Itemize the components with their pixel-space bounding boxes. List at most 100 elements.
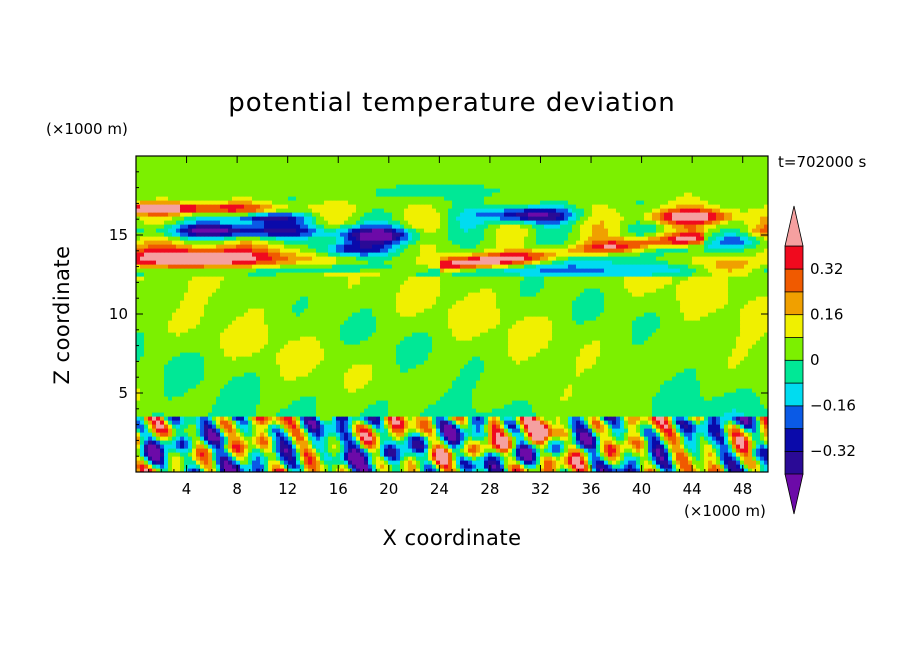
heatmap-cell — [696, 356, 701, 361]
heatmap-cell — [440, 392, 445, 397]
heatmap-cell — [684, 392, 689, 397]
heatmap-cell — [500, 444, 505, 449]
heatmap-cell — [556, 388, 561, 393]
heatmap-cell — [532, 384, 537, 389]
heatmap-cell — [280, 380, 285, 385]
heatmap-cell — [580, 464, 585, 469]
heatmap-cell — [616, 432, 621, 437]
heatmap-cell — [572, 380, 577, 385]
heatmap-cell — [500, 452, 505, 457]
heatmap-cell — [604, 348, 609, 353]
heatmap-cell — [228, 464, 233, 469]
heatmap-cell — [140, 468, 145, 472]
heatmap-cell — [196, 428, 201, 433]
heatmap-cell — [416, 404, 421, 409]
heatmap-cell — [220, 444, 225, 449]
heatmap-cell — [388, 348, 393, 353]
heatmap-cell — [256, 368, 261, 373]
heatmap-cell — [316, 348, 321, 353]
heatmap-cell — [304, 444, 309, 449]
heatmap-cell — [496, 452, 501, 457]
heatmap-cell — [740, 444, 745, 449]
heatmap-cell — [444, 420, 449, 425]
heatmap-cell — [496, 368, 501, 373]
heatmap-cell — [256, 384, 261, 389]
heatmap-cell — [644, 360, 649, 365]
heatmap-cell — [208, 432, 213, 437]
heatmap-cell — [300, 432, 305, 437]
heatmap-cell — [648, 400, 653, 405]
heatmap-cell — [424, 460, 429, 465]
heatmap-cell — [616, 436, 621, 441]
heatmap-cell — [440, 440, 445, 445]
heatmap-cell — [248, 408, 253, 413]
heatmap-cell — [616, 412, 621, 417]
heatmap-cell — [392, 468, 397, 472]
heatmap-cell — [156, 464, 161, 469]
heatmap-cell — [740, 452, 745, 457]
heatmap-cell — [544, 416, 549, 421]
heatmap-cell — [492, 440, 497, 445]
heatmap-cell — [408, 428, 413, 433]
heatmap-cell — [580, 396, 585, 401]
heatmap-cell — [448, 432, 453, 437]
heatmap-cell — [240, 404, 245, 409]
heatmap-cell — [676, 364, 681, 369]
heatmap-cell — [592, 376, 597, 381]
heatmap-cell — [264, 412, 269, 417]
heatmap-cell — [584, 404, 589, 409]
heatmap-cell — [540, 396, 545, 401]
heatmap-cell — [356, 368, 361, 373]
heatmap-cell — [152, 376, 157, 381]
heatmap-cell — [348, 400, 353, 405]
heatmap-cell — [480, 440, 485, 445]
heatmap-cell — [432, 424, 437, 429]
heatmap-cell — [384, 372, 389, 377]
heatmap-cell — [180, 424, 185, 429]
heatmap-cell — [244, 364, 249, 369]
heatmap-cell — [252, 348, 257, 353]
heatmap-cell — [536, 364, 541, 369]
heatmap-cell — [340, 368, 345, 373]
heatmap-cell — [724, 352, 729, 357]
heatmap-cell — [360, 452, 365, 457]
heatmap-cell — [432, 456, 437, 461]
heatmap-cell — [288, 388, 293, 393]
heatmap-cell — [568, 444, 573, 449]
heatmap-cell — [156, 400, 161, 405]
heatmap-cell — [712, 384, 717, 389]
heatmap-cell — [680, 396, 685, 401]
heatmap-cell — [172, 408, 177, 413]
heatmap-cell — [592, 400, 597, 405]
heatmap-cell — [324, 388, 329, 393]
heatmap-cell — [700, 432, 705, 437]
heatmap-cell — [140, 372, 145, 377]
heatmap-cell — [216, 376, 221, 381]
heatmap-cell — [452, 388, 457, 393]
heatmap-cell — [564, 364, 569, 369]
heatmap-cell — [344, 432, 349, 437]
heatmap-cell — [760, 428, 765, 433]
heatmap-cell — [736, 440, 741, 445]
heatmap-cell — [528, 388, 533, 393]
heatmap-cell — [448, 412, 453, 417]
heatmap-cell — [152, 432, 157, 437]
heatmap-cell — [316, 412, 321, 417]
heatmap-cell — [708, 404, 713, 409]
heatmap-cell — [172, 388, 177, 393]
heatmap-cell — [700, 376, 705, 381]
heatmap-cell — [740, 372, 745, 377]
heatmap-cell — [356, 376, 361, 381]
heatmap-cell — [296, 468, 301, 472]
heatmap-cell — [232, 436, 237, 441]
heatmap-cell — [684, 452, 689, 457]
heatmap-cell — [336, 372, 341, 377]
heatmap-cell — [256, 356, 261, 361]
heatmap-cell — [428, 456, 433, 461]
heatmap-cell — [156, 344, 161, 349]
heatmap-cell — [308, 424, 313, 429]
heatmap-cell — [668, 468, 673, 472]
heatmap-cell — [620, 408, 625, 413]
heatmap-cell — [564, 348, 569, 353]
heatmap-cell — [456, 432, 461, 437]
